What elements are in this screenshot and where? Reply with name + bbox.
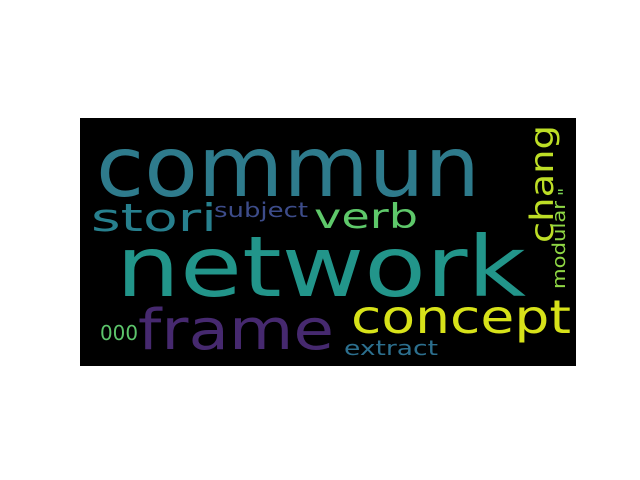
word-cloud-background [80, 118, 576, 366]
word-stori: stori [91, 196, 217, 240]
word-quote: " [555, 188, 576, 196]
word-commun: commun [96, 118, 480, 216]
word-verb: verb [314, 197, 418, 237]
word-000: 000 [100, 321, 138, 345]
word-frame: frame [138, 298, 334, 363]
word-modular: modular [549, 200, 570, 289]
word-extract: extract [344, 336, 438, 360]
word-chang: chang [523, 125, 561, 243]
word-subject: subject [214, 198, 308, 222]
word-concept: concept [351, 290, 571, 344]
word-network: network [116, 218, 526, 316]
